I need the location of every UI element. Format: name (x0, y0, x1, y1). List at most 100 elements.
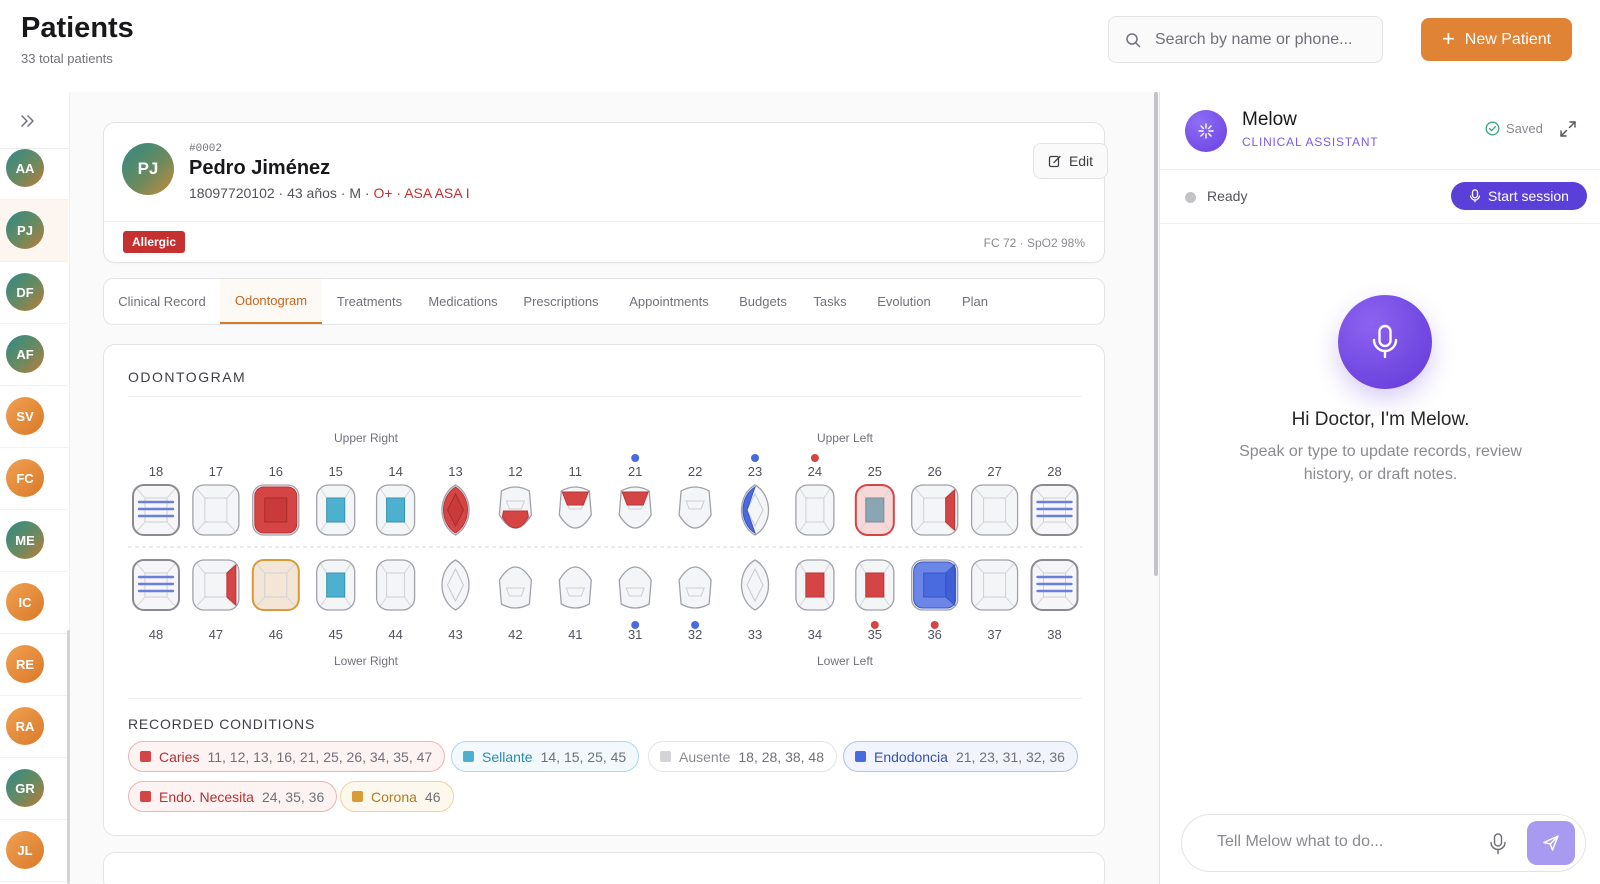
search-input[interactable] (1155, 30, 1375, 49)
condition-chip[interactable]: Caries 11, 12, 13, 16, 21, 25, 26, 34, 35… (128, 741, 446, 772)
allergic-badge: Allergic (123, 231, 186, 253)
tab-budgets[interactable]: Budgets (739, 294, 787, 309)
tooth-35[interactable] (855, 559, 895, 629)
tab-appointments[interactable]: Appointments (629, 294, 709, 309)
tooth-18[interactable] (132, 484, 180, 536)
tooth-31[interactable] (618, 566, 652, 629)
tooth-number: 21 (628, 464, 642, 479)
tab-evolution[interactable]: Evolution (877, 294, 931, 309)
patient-list-item[interactable]: GR (0, 758, 68, 820)
condition-swatch (463, 751, 474, 762)
patient-list-item[interactable]: RA (0, 696, 68, 758)
patient-list-item[interactable]: IC (0, 572, 68, 634)
tab-medications[interactable]: Medications (428, 294, 498, 309)
mic-input-icon[interactable] (1487, 832, 1509, 856)
chat-input[interactable] (1217, 833, 1467, 851)
tooth-21[interactable] (618, 454, 652, 529)
tooth-number: 32 (688, 627, 702, 642)
tab-treatments[interactable]: Treatments (336, 294, 403, 309)
tooth-number: 15 (328, 464, 342, 479)
tab-plan[interactable]: Plan (961, 294, 989, 309)
tooth-number: 18 (149, 464, 163, 479)
tooth-47[interactable] (192, 559, 240, 611)
tooth-27[interactable] (970, 484, 1019, 536)
tooth-36[interactable] (911, 559, 959, 629)
patient-list-item[interactable]: PJ (0, 200, 68, 262)
condition-dot (870, 621, 879, 629)
expand-icon[interactable] (1559, 120, 1577, 138)
assistant-name: Melow (1242, 109, 1297, 130)
tooth-edge (1005, 596, 1014, 607)
tooth-13[interactable] (441, 484, 470, 536)
tooth-16[interactable] (252, 484, 300, 536)
patient-card: PJ #0002 Pedro Jiménez 18097720102 · 43 … (103, 122, 1108, 263)
condition-chip[interactable]: Endo. Necesita 24, 35, 36 (128, 781, 338, 812)
sellante-mark (326, 497, 346, 523)
melow-logo (1185, 110, 1227, 152)
tooth-15[interactable] (316, 484, 356, 536)
search-box[interactable] (1108, 16, 1383, 63)
tab-prescriptions[interactable]: Prescriptions (523, 294, 599, 309)
patient-avatar: PJ (122, 143, 174, 195)
patient-list-item[interactable]: JL (0, 820, 68, 882)
patient-list-item[interactable]: RE (0, 634, 68, 696)
tooth-46[interactable] (251, 559, 300, 611)
tooth-33[interactable] (741, 559, 769, 611)
expand-rail-icon[interactable] (17, 110, 39, 132)
tooth-14[interactable] (375, 484, 416, 536)
tooth-28[interactable] (1030, 484, 1079, 536)
rail-scrollbar[interactable] (67, 630, 70, 884)
condition-chip[interactable]: Corona 46 (340, 781, 454, 812)
tooth-23[interactable] (741, 454, 769, 536)
tooth-45[interactable] (316, 559, 356, 611)
tooth-11[interactable] (558, 486, 592, 529)
condition-chip[interactable]: Sellante 14, 15, 25, 45 (451, 741, 640, 772)
tooth-22[interactable] (678, 486, 712, 529)
tooth-44[interactable] (375, 559, 416, 611)
condition-chip[interactable]: Ausente 18, 28, 38, 48 (648, 741, 838, 772)
tooth-surface (983, 497, 1007, 523)
tooth-38[interactable] (1030, 559, 1079, 611)
start-session-button[interactable]: Start session (1451, 182, 1587, 210)
tooth-43[interactable] (441, 559, 470, 611)
edit-button[interactable]: Edit (1033, 143, 1108, 179)
tooth-edge (344, 596, 352, 607)
voice-button[interactable] (1338, 295, 1432, 389)
avatar: FC (6, 459, 44, 497)
tooth-32[interactable] (678, 566, 712, 629)
patient-list-item[interactable]: AA (0, 138, 68, 200)
tooth-surface (505, 500, 526, 510)
edit-label: Edit (1068, 153, 1094, 169)
tooth-34[interactable] (795, 559, 835, 611)
patient-list-item[interactable]: AF (0, 324, 68, 386)
patient-list-item[interactable]: DF (0, 262, 68, 324)
tooth-24[interactable] (795, 454, 835, 536)
tooth-48[interactable] (132, 559, 180, 611)
patient-list-item[interactable]: SV (0, 386, 68, 448)
tooth-edge (320, 521, 328, 532)
tooth-surface (386, 572, 406, 598)
tooth-25[interactable] (854, 484, 895, 536)
tooth-42[interactable] (498, 566, 533, 609)
sellante-mark (326, 572, 346, 598)
main-scrollbar[interactable] (1154, 92, 1158, 576)
tooth-surface (746, 567, 764, 603)
check-circle-icon (1485, 121, 1500, 136)
tooth-edge (404, 488, 412, 499)
tab-odontogram[interactable]: Odontogram (220, 279, 322, 324)
tooth-41[interactable] (558, 566, 592, 609)
condition-chip[interactable]: Endodoncia 21, 23, 31, 32, 36 (843, 741, 1078, 772)
tab-clinical-record[interactable]: Clinical Record (118, 294, 206, 309)
send-button[interactable] (1527, 821, 1575, 865)
tooth-17[interactable] (192, 484, 240, 536)
tooth-37[interactable] (970, 559, 1019, 611)
tooth-26[interactable] (911, 484, 959, 536)
tooth-edge (344, 563, 352, 574)
tab-tasks[interactable]: Tasks (813, 294, 847, 309)
patient-list-item[interactable]: FC (0, 448, 68, 510)
new-patient-button[interactable]: + New Patient (1421, 18, 1572, 61)
tooth-edge (404, 521, 412, 532)
patient-list-item[interactable]: ME (0, 510, 68, 572)
tooth-12[interactable] (498, 486, 533, 529)
tooth-edge (1035, 596, 1044, 607)
